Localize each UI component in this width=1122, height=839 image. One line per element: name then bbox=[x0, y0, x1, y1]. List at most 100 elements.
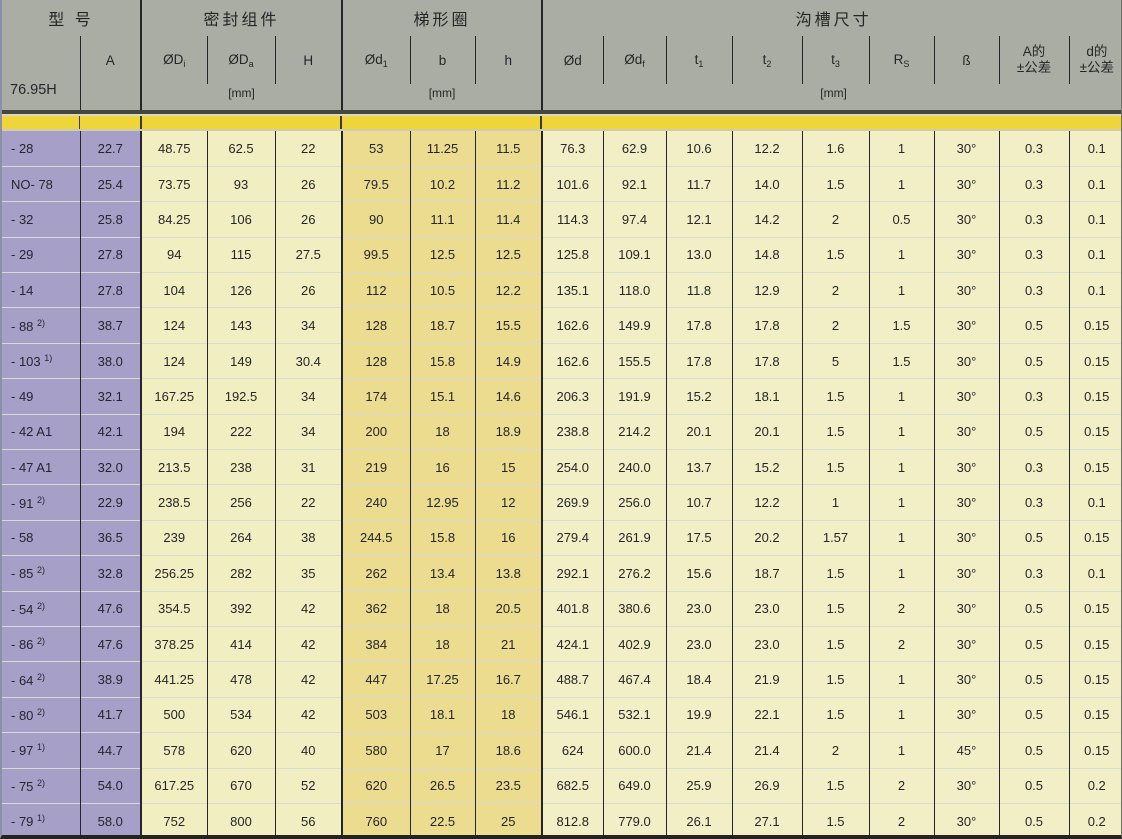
cell-d_f: 191.9 bbox=[602, 378, 666, 415]
col-header-beta: ß bbox=[933, 36, 1000, 84]
cell-t2: 23.0 bbox=[731, 625, 802, 662]
cell-t1: 12.1 bbox=[665, 201, 732, 238]
cell-d_f: 779.0 bbox=[602, 802, 666, 835]
cell-d1: 174 bbox=[341, 378, 410, 415]
cell-d_f: 600.0 bbox=[602, 732, 666, 769]
cell-t1: 17.5 bbox=[665, 519, 732, 556]
cell-h_seal: 38 bbox=[274, 519, 342, 556]
cell-h: 11.5 bbox=[474, 131, 542, 167]
cell-b: 16 bbox=[409, 449, 475, 485]
cell-d_i: 194 bbox=[140, 413, 207, 450]
cell-d_a: 264 bbox=[206, 519, 275, 556]
footnote-marker: 2) bbox=[37, 777, 46, 788]
cell-d_groove: 812.8 bbox=[541, 802, 603, 835]
cell-t3: 2 bbox=[801, 272, 869, 308]
col-header-t3: t3 bbox=[801, 36, 870, 84]
cell-d_groove: 135.1 bbox=[541, 272, 603, 308]
cell-b: 12.95 bbox=[409, 484, 475, 521]
cell-d1: 128 bbox=[341, 342, 410, 379]
cell-tol_a: 0.3 bbox=[998, 131, 1069, 167]
cell-t2: 17.8 bbox=[731, 342, 802, 379]
cell-rs: 1 bbox=[868, 661, 934, 698]
table-row: - 97 1) 44.7 578 620 40 580 17 18.6 624 600.0 21.4… bbox=[2, 732, 1121, 769]
cell-tol_d: 0.15 bbox=[1068, 449, 1121, 485]
cell-d_groove: 114.3 bbox=[541, 201, 603, 238]
cell-d_groove: 682.5 bbox=[541, 767, 603, 804]
col-header-d_a: ØDa bbox=[206, 36, 276, 84]
footnote-marker: 2) bbox=[37, 317, 46, 328]
cell-model: - 80 2) bbox=[2, 696, 80, 733]
cell-d_a: 800 bbox=[206, 802, 275, 835]
cell-d_groove: 624 bbox=[541, 732, 603, 769]
cell-d_groove: 546.1 bbox=[541, 696, 603, 733]
cell-d_a: 534 bbox=[206, 696, 275, 733]
col-header-rs: RS bbox=[868, 36, 935, 84]
cell-h_seal: 26 bbox=[274, 201, 342, 238]
cell-d_groove: 254.0 bbox=[541, 449, 603, 485]
cell-tol_d: 0.1 bbox=[1068, 236, 1121, 273]
cell-d_groove: 162.6 bbox=[541, 307, 603, 344]
cell-h_seal: 42 bbox=[274, 661, 342, 698]
cell-h: 12.5 bbox=[474, 236, 542, 273]
cell-t2: 18.1 bbox=[731, 378, 802, 415]
cell-a: 22.7 bbox=[79, 131, 141, 167]
cell-d_a: 256 bbox=[206, 484, 275, 521]
cell-model: - 14 bbox=[2, 272, 80, 308]
cell-d_a: 93 bbox=[206, 165, 275, 202]
cell-d1: 112 bbox=[341, 272, 410, 308]
cell-b: 18.1 bbox=[409, 696, 475, 733]
cell-t3: 2 bbox=[801, 201, 869, 238]
cell-tol_a: 0.5 bbox=[998, 590, 1069, 627]
col-header-d_groove: Ød bbox=[541, 36, 604, 84]
cell-beta: 30° bbox=[933, 307, 999, 344]
cell-d_i: 48.75 bbox=[140, 131, 207, 167]
cell-t1: 10.6 bbox=[665, 131, 732, 167]
cell-model: - 29 bbox=[2, 236, 80, 273]
cell-tol_a: 0.5 bbox=[998, 519, 1069, 556]
cell-h: 14.6 bbox=[474, 378, 542, 415]
cell-t3: 1.57 bbox=[801, 519, 869, 556]
cell-d_i: 84.25 bbox=[140, 201, 207, 238]
cell-d_groove: 488.7 bbox=[541, 661, 603, 698]
col-header-model: 76.95H bbox=[10, 82, 57, 98]
cell-d_i: 167.25 bbox=[140, 378, 207, 415]
cell-a: 38.0 bbox=[79, 342, 141, 379]
cell-beta: 30° bbox=[933, 802, 999, 835]
cell-t2: 21.4 bbox=[731, 732, 802, 769]
cell-d_i: 256.25 bbox=[140, 555, 207, 592]
cell-t1: 17.8 bbox=[665, 342, 732, 379]
cell-beta: 30° bbox=[933, 131, 999, 167]
cell-tol_a: 0.5 bbox=[998, 732, 1069, 769]
cell-a: 32.0 bbox=[79, 449, 141, 485]
cell-t2: 26.9 bbox=[731, 767, 802, 804]
cell-b: 15.8 bbox=[409, 342, 475, 379]
cell-h: 13.8 bbox=[474, 555, 542, 592]
cell-b: 22.5 bbox=[409, 802, 475, 835]
footnote-marker: 2) bbox=[37, 706, 46, 717]
cell-d_groove: 279.4 bbox=[541, 519, 603, 556]
cell-h: 15.5 bbox=[474, 307, 542, 344]
cell-tol_a: 0.3 bbox=[998, 484, 1069, 521]
cell-rs: 1 bbox=[868, 696, 934, 733]
unit-label: [mm] bbox=[541, 84, 1121, 110]
cell-b: 11.25 bbox=[409, 131, 475, 167]
cell-t1: 18.4 bbox=[665, 661, 732, 698]
cell-rs: 1.5 bbox=[868, 307, 934, 344]
cell-tol_d: 0.15 bbox=[1068, 307, 1121, 344]
cell-beta: 30° bbox=[933, 484, 999, 521]
cell-d_groove: 292.1 bbox=[541, 555, 603, 592]
cell-t2: 18.7 bbox=[731, 555, 802, 592]
cell-tol_a: 0.5 bbox=[998, 661, 1069, 698]
cell-beta: 30° bbox=[933, 661, 999, 698]
cell-a: 25.4 bbox=[79, 165, 141, 202]
cell-h: 18.9 bbox=[474, 413, 542, 450]
cell-h_seal: 40 bbox=[274, 732, 342, 769]
cell-h: 18 bbox=[474, 696, 542, 733]
cell-model: - 47 A1 bbox=[2, 449, 80, 485]
cell-model: - 88 2) bbox=[2, 307, 80, 344]
column-header-row: 76.95H A ØDi ØDa H Ød1 b h Ød Ødf t1 t2 t3 RS ß A的 ±公差 d的… bbox=[2, 36, 1121, 98]
cell-t3: 1.5 bbox=[801, 165, 869, 202]
cell-d_f: 380.6 bbox=[602, 590, 666, 627]
cell-rs: 2 bbox=[868, 590, 934, 627]
cell-model: - 28 bbox=[2, 131, 80, 167]
